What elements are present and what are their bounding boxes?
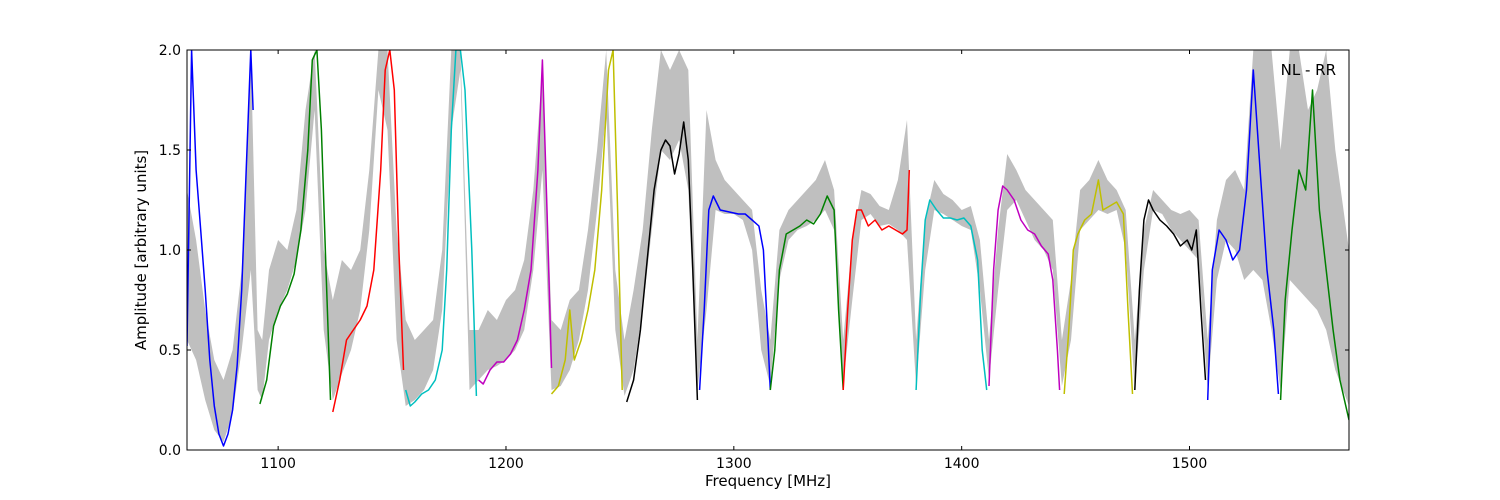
series-line-10 (842, 169, 911, 391)
envelope-layer (187, 50, 1349, 442)
series-line-6 (550, 50, 623, 395)
series-line-14 (1134, 199, 1207, 391)
series-line-16 (1279, 89, 1349, 421)
x-tick-label: 1400 (944, 456, 980, 472)
corner-annotation: NL - RR (1281, 61, 1336, 79)
series-layer (187, 50, 1349, 447)
x-tick-label: 1100 (260, 456, 296, 472)
series-line-4 (404, 50, 478, 407)
y-tick-label: 0.5 (159, 343, 181, 359)
series-line-5 (478, 59, 553, 385)
y-tick-label: 0.0 (159, 443, 181, 459)
y-tick-label: 2.0 (159, 43, 181, 59)
x-axis-label: Frequency [MHz] (705, 472, 831, 490)
x-tick-label: 1300 (716, 456, 752, 472)
series-line-9 (769, 195, 844, 391)
y-tick-label: 1.0 (159, 243, 181, 259)
series-line-3 (332, 50, 405, 413)
series-line-13 (1063, 179, 1134, 395)
series-line-8 (698, 195, 772, 391)
series-line-12 (988, 185, 1061, 391)
series-line-2 (259, 50, 332, 405)
ticks-layer: 1100 1200 1300 1400 1500 0.0 0.5 1.0 1.5 2.0 (159, 43, 1349, 472)
y-tick-label: 1.5 (159, 143, 181, 159)
series-line-7 (625, 121, 699, 403)
x-tick-label: 1200 (488, 456, 524, 472)
y-axis-label: Amplitude [arbitrary units] (132, 150, 150, 350)
plot-area (187, 50, 1349, 447)
envelope-band (187, 50, 1349, 442)
series-line-1 (187, 50, 254, 447)
series-line-11 (915, 199, 988, 391)
series-line-15 (1206, 69, 1280, 401)
x-tick-label: 1500 (1172, 456, 1208, 472)
